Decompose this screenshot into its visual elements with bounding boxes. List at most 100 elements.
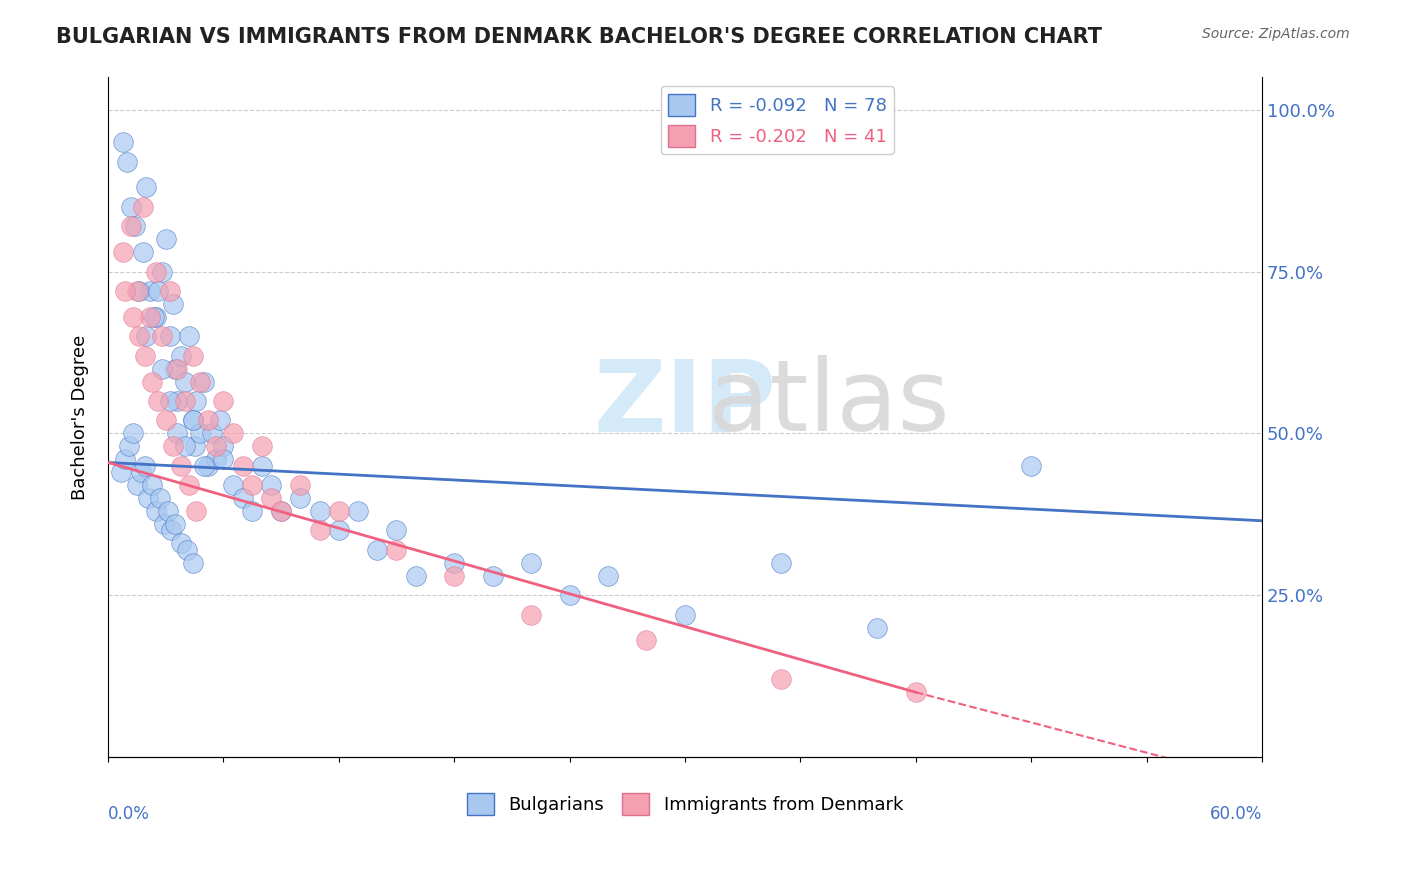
Point: [149, 491, 172, 505]
Point: [1019, 458, 1042, 473]
Text: 0.0%: 0.0%: [108, 805, 150, 822]
Point: [170, 536, 193, 550]
Point: [308, 524, 330, 538]
Point: [146, 394, 169, 409]
Point: [385, 524, 408, 538]
Point: [159, 394, 181, 409]
Point: [120, 219, 142, 234]
Point: [134, 458, 156, 473]
Point: [156, 504, 179, 518]
Point: [232, 458, 254, 473]
Legend: Bulgarians, Immigrants from Denmark: Bulgarians, Immigrants from Denmark: [460, 786, 910, 822]
Point: [155, 413, 177, 427]
Point: [162, 297, 184, 311]
Point: [260, 491, 283, 505]
Point: [240, 478, 263, 492]
Point: [328, 504, 350, 518]
Point: [222, 426, 245, 441]
Point: [122, 310, 145, 324]
Point: [155, 232, 177, 246]
Point: [197, 413, 219, 427]
Text: BULGARIAN VS IMMIGRANTS FROM DENMARK BACHELOR'S DEGREE CORRELATION CHART: BULGARIAN VS IMMIGRANTS FROM DENMARK BAC…: [56, 27, 1102, 46]
Point: [347, 504, 370, 518]
Point: [232, 491, 254, 505]
Point: [186, 504, 208, 518]
Point: [176, 542, 198, 557]
Point: [770, 556, 793, 570]
Point: [204, 452, 226, 467]
Point: [385, 542, 408, 557]
Y-axis label: Bachelor's Degree: Bachelor's Degree: [72, 334, 89, 500]
Point: [143, 310, 166, 324]
Point: [443, 556, 465, 570]
Point: [770, 673, 793, 687]
Text: 60.0%: 60.0%: [1209, 805, 1263, 822]
Point: [165, 361, 187, 376]
Point: [122, 426, 145, 441]
Point: [134, 349, 156, 363]
Point: [188, 375, 211, 389]
Point: [112, 135, 135, 149]
Point: [170, 349, 193, 363]
Point: [596, 568, 619, 582]
Point: [146, 284, 169, 298]
Text: ZIP: ZIP: [593, 355, 776, 452]
Point: [177, 478, 200, 492]
Point: [152, 516, 174, 531]
Point: [186, 394, 208, 409]
Point: [141, 478, 163, 492]
Point: [181, 413, 204, 427]
Point: [177, 329, 200, 343]
Point: [204, 439, 226, 453]
Point: [866, 621, 889, 635]
Point: [139, 284, 162, 298]
Point: [145, 310, 167, 324]
Point: [124, 219, 146, 234]
Point: [222, 478, 245, 492]
Text: Source: ZipAtlas.com: Source: ZipAtlas.com: [1202, 27, 1350, 41]
Point: [250, 439, 273, 453]
Point: [160, 524, 183, 538]
Point: [131, 245, 153, 260]
Point: [150, 361, 173, 376]
Point: [128, 284, 150, 298]
Point: [443, 568, 465, 582]
Point: [270, 504, 292, 518]
Point: [904, 685, 927, 699]
Point: [125, 478, 148, 492]
Point: [212, 452, 235, 467]
Point: [520, 556, 543, 570]
Point: [201, 426, 224, 441]
Point: [120, 200, 142, 214]
Text: atlas: atlas: [709, 355, 950, 452]
Point: [129, 465, 152, 479]
Point: [270, 504, 292, 518]
Point: [174, 375, 197, 389]
Point: [181, 413, 204, 427]
Point: [125, 284, 148, 298]
Point: [366, 542, 388, 557]
Point: [159, 284, 181, 298]
Point: [308, 504, 330, 518]
Point: [139, 310, 162, 324]
Point: [208, 413, 231, 427]
Point: [145, 504, 167, 518]
Point: [212, 394, 235, 409]
Point: [193, 375, 215, 389]
Point: [193, 458, 215, 473]
Point: [141, 375, 163, 389]
Point: [290, 491, 312, 505]
Point: [114, 284, 136, 298]
Point: [328, 524, 350, 538]
Point: [145, 264, 167, 278]
Point: [170, 458, 193, 473]
Point: [131, 200, 153, 214]
Point: [250, 458, 273, 473]
Point: [114, 452, 136, 467]
Point: [150, 264, 173, 278]
Point: [197, 458, 219, 473]
Point: [181, 556, 204, 570]
Point: [558, 588, 581, 602]
Point: [118, 439, 141, 453]
Point: [405, 568, 427, 582]
